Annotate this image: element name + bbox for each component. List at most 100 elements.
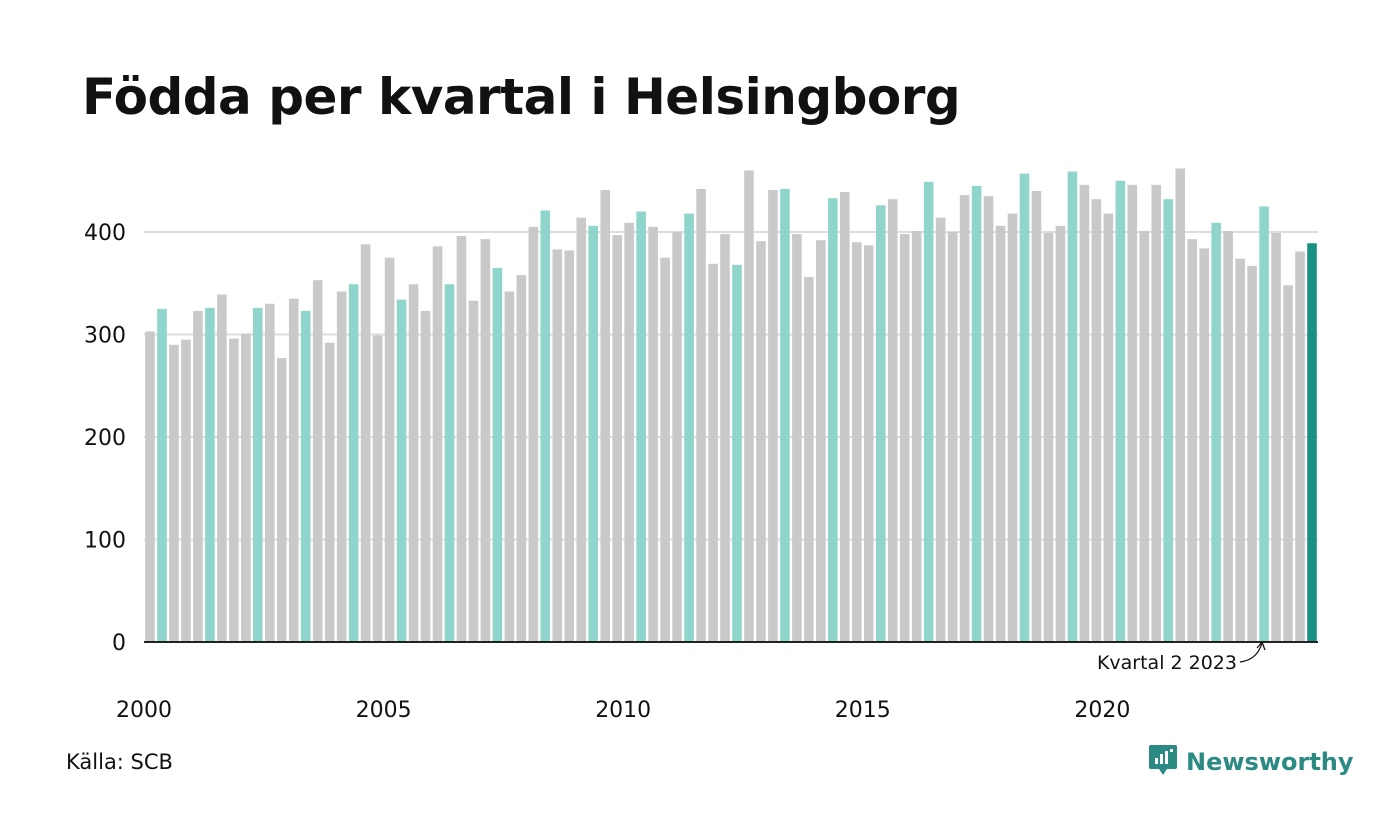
bar xyxy=(600,189,610,643)
bar xyxy=(1199,248,1209,642)
x-axis-labels: 2000 2005 2010 2015 2020 xyxy=(116,698,1130,723)
bar xyxy=(444,284,455,642)
bar xyxy=(1247,265,1257,642)
bar xyxy=(564,250,575,642)
bar xyxy=(1139,230,1150,643)
bar xyxy=(732,264,742,642)
y-tick-label: 200 xyxy=(84,426,126,451)
bar xyxy=(816,240,826,642)
bar xyxy=(169,344,179,642)
bar xyxy=(432,246,443,642)
bar xyxy=(1187,239,1197,642)
bar xyxy=(456,236,467,642)
bar xyxy=(1031,191,1042,642)
bar xyxy=(887,199,898,642)
y-tick-label: 300 xyxy=(84,324,126,349)
annotation-arrowhead xyxy=(1256,640,1266,651)
bar xyxy=(1175,168,1186,642)
bar xyxy=(923,181,934,642)
bar xyxy=(696,188,706,642)
bar xyxy=(253,307,263,642)
bar xyxy=(840,192,850,642)
bar xyxy=(636,211,646,642)
y-tick-label: 400 xyxy=(84,221,126,246)
bar xyxy=(612,235,622,642)
bar xyxy=(193,310,203,642)
bar xyxy=(684,213,694,643)
bar xyxy=(360,244,371,643)
bar xyxy=(720,234,730,643)
bar xyxy=(851,242,862,642)
bar xyxy=(1019,173,1030,642)
y-tick-label: 100 xyxy=(84,529,126,554)
bar xyxy=(468,300,479,642)
brand-logo[interactable]: Newsworthy xyxy=(1148,743,1354,781)
y-tick-label: 0 xyxy=(112,631,126,656)
bar xyxy=(205,307,215,642)
bar xyxy=(768,189,778,643)
bar xyxy=(229,338,239,642)
bar xyxy=(1271,233,1281,642)
bar xyxy=(708,263,718,642)
bar xyxy=(264,303,275,642)
bar xyxy=(1079,184,1090,642)
brand-name: Newsworthy xyxy=(1186,748,1354,776)
bar xyxy=(672,232,682,642)
bar xyxy=(1235,258,1245,642)
bar xyxy=(1007,213,1018,643)
bar xyxy=(624,222,634,642)
bar xyxy=(480,239,491,642)
bar xyxy=(1163,199,1174,642)
bar xyxy=(780,188,790,642)
bar xyxy=(348,284,359,642)
bar xyxy=(396,299,407,642)
bar xyxy=(756,241,766,643)
bar xyxy=(528,226,539,642)
bar xyxy=(217,294,227,642)
bar xyxy=(504,291,515,642)
bar xyxy=(792,234,802,643)
bar xyxy=(1115,180,1126,642)
x-tick-label: 2010 xyxy=(595,698,651,723)
bar xyxy=(1103,213,1114,643)
bar xyxy=(947,232,958,642)
bar xyxy=(145,331,155,642)
bar xyxy=(384,257,395,642)
bar xyxy=(408,284,419,642)
x-tick-label: 2015 xyxy=(835,698,891,723)
bar xyxy=(744,170,754,642)
bar xyxy=(959,195,970,642)
bar xyxy=(1091,199,1102,642)
bar xyxy=(983,196,994,642)
x-tick-label: 2020 xyxy=(1074,698,1130,723)
bar xyxy=(181,339,191,643)
bar xyxy=(875,205,886,642)
bar xyxy=(588,225,599,642)
bar xyxy=(911,230,922,643)
bar xyxy=(241,333,251,642)
bar xyxy=(1307,243,1317,642)
bar xyxy=(828,198,838,642)
bar-chart: 0 100 200 300 400 2000 2005 2010 2015 2020 Kvart… xyxy=(84,168,1318,723)
bar xyxy=(660,257,670,642)
annotation: Kvartal 2 2023 xyxy=(1097,640,1266,674)
bar xyxy=(995,225,1006,642)
bar xyxy=(492,267,503,642)
bar xyxy=(312,280,323,642)
bar xyxy=(1259,206,1269,642)
bar xyxy=(1295,251,1305,643)
annotation-arrow xyxy=(1239,642,1263,663)
bar xyxy=(420,310,431,642)
bars xyxy=(145,168,1317,643)
bar xyxy=(935,217,946,642)
y-axis-labels: 0 100 200 300 400 xyxy=(84,221,126,656)
bar xyxy=(324,342,335,642)
bar xyxy=(552,249,563,642)
bar xyxy=(1223,230,1233,643)
annotation-label: Kvartal 2 2023 xyxy=(1097,652,1237,674)
newsworthy-logo-icon xyxy=(1148,743,1178,781)
bar xyxy=(372,335,383,642)
bar xyxy=(300,310,311,642)
bar xyxy=(1127,184,1138,642)
bar xyxy=(1043,233,1054,642)
